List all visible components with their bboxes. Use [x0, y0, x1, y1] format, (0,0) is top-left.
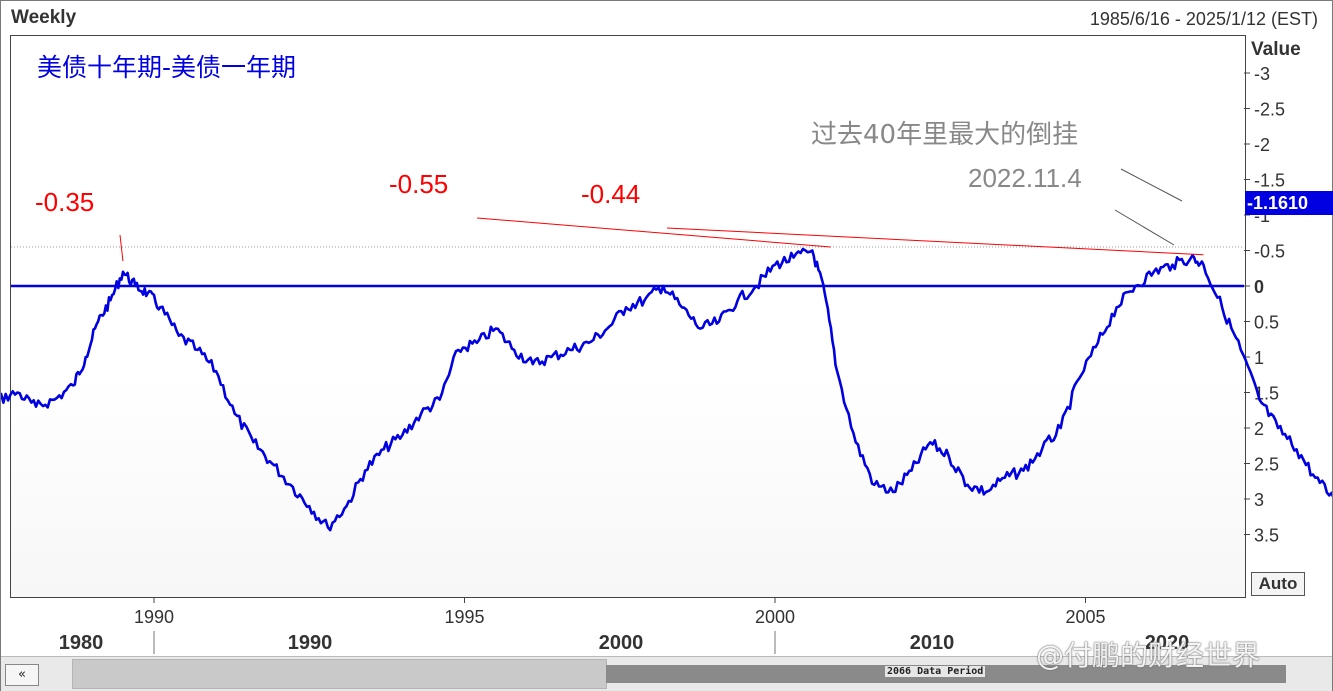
- chart-header: Weekly 1985/6/16 - 2025/1/12 (EST): [1, 1, 1332, 35]
- y-tick-label: 2.5: [1254, 455, 1279, 475]
- y-tick-label: -2.5: [1254, 100, 1285, 120]
- y-tick-label: 0.5: [1254, 313, 1279, 333]
- y-tick-label: -0.5: [1254, 242, 1285, 262]
- chart-title: 美债十年期-美债一年期: [37, 53, 296, 82]
- peak-leader-line: [476, 217, 831, 248]
- decade-label: 1980: [59, 632, 104, 654]
- watermark-text: @付鹏的财经世界: [1036, 639, 1261, 672]
- last-value-badge: -1.1610: [1245, 191, 1333, 215]
- decade-label: 1990: [288, 632, 333, 654]
- y-tick-label: 0: [1254, 277, 1264, 297]
- inversion-note: 过去40年里最大的倒挂: [811, 120, 1078, 150]
- date-range-label: 1985/6/16 - 2025/1/12 (EST): [1089, 9, 1318, 29]
- y-tick-label: -1.5: [1254, 171, 1285, 191]
- decade-label: 2000: [599, 632, 644, 654]
- decade-label: 2010: [910, 632, 955, 654]
- y-tick-label: 2: [1254, 419, 1264, 439]
- plot-area[interactable]: [10, 35, 1246, 598]
- peak-label: -0.35: [35, 187, 94, 217]
- yield-spread-chart: 美债十年期-美债一年期 -3-2.5-2-1.5-1-0.500.511.522.…: [1, 53, 1332, 654]
- frequency-label[interactable]: Weekly: [11, 7, 77, 28]
- inversion-leader-line: [1120, 168, 1183, 202]
- auto-scale-button[interactable]: Auto: [1251, 572, 1305, 596]
- scroll-thumb[interactable]: [72, 659, 607, 689]
- time-scrollbar[interactable]: « 2066 Data Period: [1, 656, 1332, 691]
- y-tick-label: 3.5: [1254, 526, 1279, 546]
- x-tick-label: 1995: [444, 607, 484, 627]
- peak-leader-line: [119, 234, 124, 262]
- inversion-date: 2022.11.4: [968, 163, 1082, 193]
- x-tick-label: 1990: [134, 607, 174, 627]
- spread-series-line: [1, 247, 1332, 532]
- peak-leader-line: [666, 227, 1204, 256]
- y-tick-label: -3: [1254, 64, 1270, 84]
- y-tick-label: 3: [1254, 490, 1264, 510]
- data-period-label: 2066 Data Period: [885, 666, 986, 677]
- scroll-left-button[interactable]: «: [5, 664, 39, 686]
- x-tick-label: 2000: [755, 607, 795, 627]
- decade-label: 2020: [1145, 632, 1190, 654]
- y-tick-label: -2: [1254, 135, 1270, 155]
- peak-label: -0.55: [389, 169, 448, 199]
- x-tick-label: 2005: [1065, 607, 1105, 627]
- y-tick-label: 1: [1254, 348, 1264, 368]
- inversion-leader-line: [1114, 209, 1175, 246]
- peak-label: -0.44: [581, 179, 640, 209]
- value-axis-title: Value: [1251, 39, 1301, 60]
